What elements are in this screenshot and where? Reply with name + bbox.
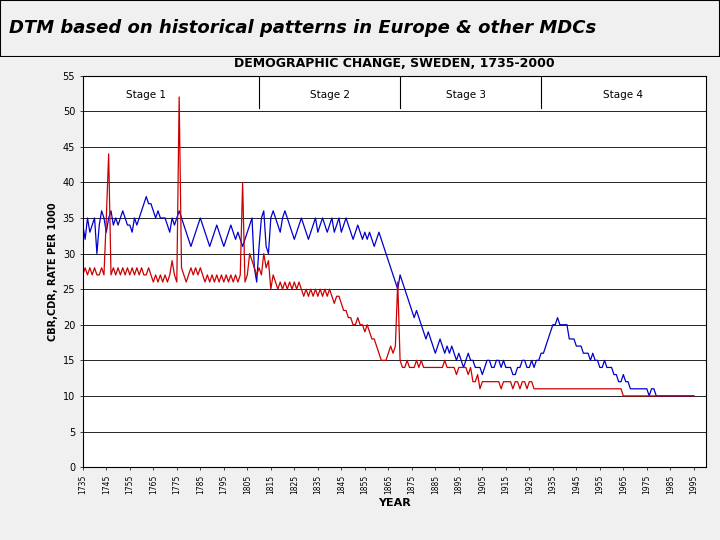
Text: DTM based on historical patterns in Europe & other MDCs: DTM based on historical patterns in Euro… [9,19,596,37]
CBR [603,364,611,370]
CDR [398,364,407,370]
CDR [307,286,315,292]
CBR [307,229,315,235]
Text: Stage 4: Stage 4 [603,90,644,100]
CBR [292,229,301,235]
Line: CDR: CDR [83,97,694,396]
X-axis label: YEAR: YEAR [378,498,410,508]
CDR [78,272,87,278]
CDR [603,386,611,392]
CBR [645,393,654,399]
Text: Stage 2: Stage 2 [310,90,350,100]
CDR [292,286,301,292]
CBR [125,222,134,228]
CBR [398,279,407,285]
CBR [78,222,87,228]
CDR [619,393,628,399]
CBR [116,215,125,221]
CDR [116,272,125,278]
Y-axis label: CBR,CDR, RATE PER 1000: CBR,CDR, RATE PER 1000 [48,202,58,341]
Line: CBR: CBR [83,197,694,396]
CBR [690,393,698,399]
Title: DEMOGRAPHIC CHANGE, SWEDEN, 1735-2000: DEMOGRAPHIC CHANGE, SWEDEN, 1735-2000 [234,57,554,70]
CDR [690,393,698,399]
CDR [125,272,134,278]
Text: Stage 3: Stage 3 [446,90,486,100]
CBR [142,193,150,200]
CDR [175,94,184,100]
Text: Stage 1: Stage 1 [126,90,166,100]
